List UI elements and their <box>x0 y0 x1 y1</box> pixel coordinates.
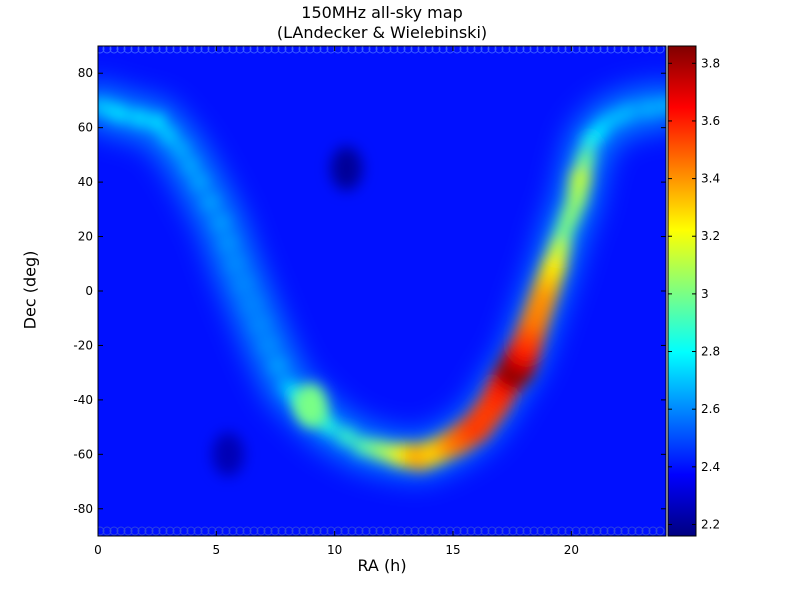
ridge-point <box>192 175 207 190</box>
ridge-point <box>270 358 285 373</box>
ridge-point <box>337 427 356 446</box>
y-tick-label: -60 <box>73 447 93 461</box>
y-tick-label: 80 <box>78 66 93 80</box>
y-tick-label: -40 <box>73 393 93 407</box>
ridge-point <box>102 102 118 118</box>
ridge-point <box>221 236 236 251</box>
ridge-point <box>611 109 626 124</box>
chart-title: 150MHz all-sky map <box>301 3 463 22</box>
colorbar-tick-label: 2.6 <box>701 402 720 416</box>
y-tick-label: 0 <box>85 284 93 298</box>
local-source <box>295 383 327 428</box>
ridge-point <box>244 297 259 312</box>
colorbar-tick-label: 3.4 <box>701 172 720 186</box>
y-tick-label: -20 <box>73 338 93 352</box>
galactic-plane-ridge <box>98 98 666 471</box>
ridge-point <box>353 436 373 456</box>
colorbar <box>667 45 697 537</box>
y-tick-label: 20 <box>78 230 93 244</box>
ridge-point <box>113 106 130 122</box>
ridge-point <box>569 165 592 188</box>
x-tick-label: 0 <box>94 543 102 557</box>
ridge-point <box>548 236 571 259</box>
local-source <box>330 146 363 191</box>
colorbar-tick-label: 3 <box>701 287 709 301</box>
colorbar-tick-label: 2.2 <box>701 517 720 531</box>
y-axis-label: Dec (deg) <box>20 250 40 330</box>
ridge-point <box>236 277 251 292</box>
local-source <box>212 432 245 477</box>
colorbar-tick-label: 2.8 <box>701 345 720 359</box>
y-tick-label: -80 <box>73 502 93 516</box>
y-tick-label: 40 <box>78 175 93 189</box>
ridge-point <box>161 128 177 144</box>
y-tick-label: 60 <box>78 121 93 135</box>
colorbar-tick-label: 3.6 <box>701 114 720 128</box>
x-axis-label: RA (h) <box>357 556 407 575</box>
chart-subtitle: (LAndecker & Wielebinski) <box>276 23 488 42</box>
ridge-point <box>253 318 268 333</box>
x-tick-label: 10 <box>327 543 342 557</box>
ridge-point <box>183 158 198 173</box>
map-edge-markers <box>98 46 665 536</box>
ridge-point <box>214 215 229 230</box>
ridge-point <box>149 114 166 131</box>
ridge-point <box>261 338 276 353</box>
ridge-point <box>623 104 638 119</box>
ridge-point <box>658 98 666 114</box>
x-tick-label: 20 <box>564 543 579 557</box>
ridge-point <box>321 418 339 436</box>
x-tick-label: 5 <box>213 543 221 557</box>
ridge-point <box>203 195 218 210</box>
colorbar-tick-label: 2.4 <box>701 460 720 474</box>
x-tick-label: 15 <box>445 543 460 557</box>
ridge-point <box>173 142 188 157</box>
local-sources <box>212 146 363 477</box>
ridge-point <box>575 149 596 169</box>
ridge-point <box>228 256 243 271</box>
colorbar-tick-label: 3.8 <box>701 56 720 70</box>
ridge-point <box>599 115 615 130</box>
ridge-point <box>131 110 148 127</box>
ridge-point <box>641 101 656 116</box>
colorbar-tick-label: 3.2 <box>701 229 720 243</box>
